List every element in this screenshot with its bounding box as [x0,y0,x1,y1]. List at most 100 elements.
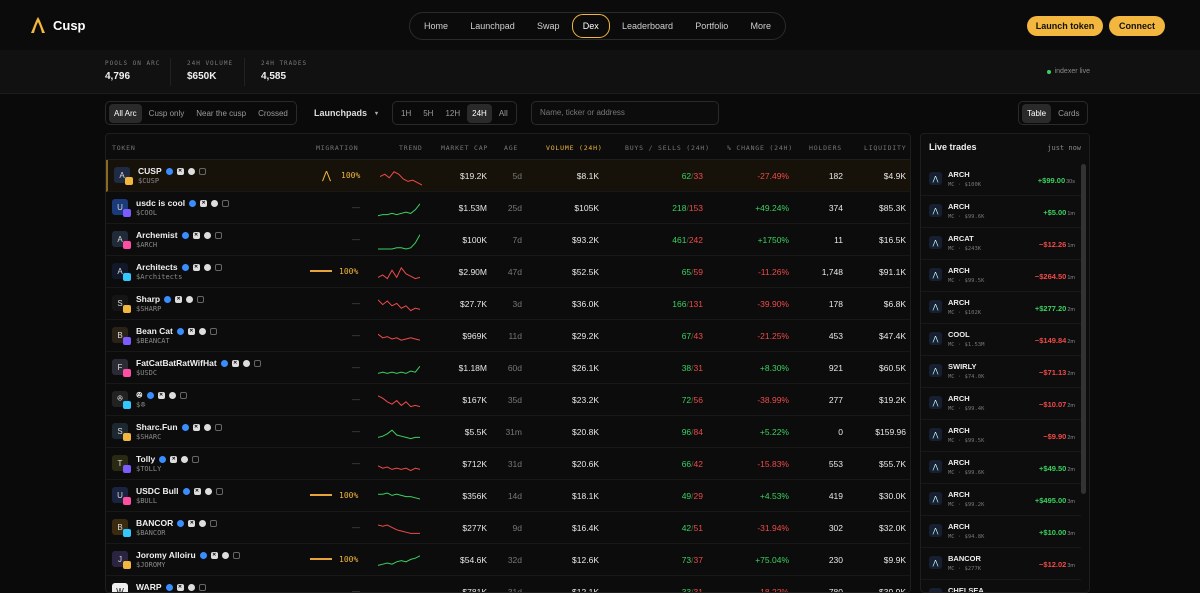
x-social-icon[interactable]: ✕ [176,167,184,175]
trade-row[interactable]: ⋀ ARCH MC · $99.5K −$264.501m [921,260,1081,292]
trade-row[interactable]: ⋀ BANCOR MC · $277K −$12.023m [921,548,1081,580]
period-12h[interactable]: 12H [445,108,461,118]
telegram-icon[interactable] [198,327,206,335]
x-social-icon[interactable]: ✕ [175,295,183,303]
logo[interactable]: Cusp [30,16,86,34]
x-social-icon[interactable]: ✕ [170,455,178,463]
copy-link-icon[interactable] [215,487,223,495]
launch-token-button[interactable]: Launch token [1027,16,1103,36]
nav-home[interactable]: Home [424,21,449,31]
search-input[interactable]: Name, ticker or address [531,101,719,125]
trade-row[interactable]: ⋀ ARCH MC · $99.2K +$495.003m [921,484,1081,516]
copy-link-icon[interactable] [192,455,200,463]
telegram-icon[interactable] [187,167,195,175]
volume-24h: $8.1K [576,171,599,181]
x-social-icon[interactable]: ✕ [231,359,239,367]
scope-cusp-only[interactable]: Cusp only [148,108,185,118]
nav-swap[interactable]: Swap [537,21,560,31]
telegram-icon[interactable] [203,231,211,239]
x-social-icon[interactable]: ✕ [157,392,165,399]
trade-row[interactable]: ⋀ ARCH MC · $100K +$99.0030s [921,164,1081,196]
table-row[interactable]: B Bean Cat ✕ $BEANCAT — $969K 11d $29.2K 67/43 -2… [106,320,910,352]
trade-row[interactable]: ⋀ ARCH MC · $102K +$277.202m [921,292,1081,324]
period-5h[interactable]: 5H [423,108,434,118]
telegram-icon[interactable] [187,583,195,591]
period-all[interactable]: All [498,108,508,118]
copy-link-icon[interactable] [214,423,222,431]
launchpads-dropdown[interactable]: Launchpads ▾ [314,108,379,118]
table-row[interactable]: F FatCatBatRatWifHat ✕ $USDC — $1.18M 60d $26.1… [106,352,910,384]
buys-sells: 218/153 [672,203,703,213]
nav-portfolio[interactable]: Portfolio [695,21,729,31]
token-name: USDC Bull [136,486,179,496]
view-cards-tab[interactable]: Cards [1058,108,1080,118]
nav-dex[interactable]: Dex [571,14,610,38]
connect-button[interactable]: Connect [1109,16,1165,36]
trade-row[interactable]: ⋀ ARCAT MC · $243K −$12.261m [921,228,1081,260]
view-table-tab[interactable]: Table [1022,103,1052,123]
table-row[interactable]: B BANCOR ✕ $BANCOR — $277K 9d $16.4K 42/51 -31.94… [106,512,910,544]
table-row[interactable]: U USDC Bull ✕ $BULL 100% $356K 14d $18.1K 49/29 +… [106,480,910,512]
table-row[interactable]: J Joromy Alloiru ✕ $JOROMY 100% $54.6K 32d $12.… [106,544,910,576]
x-social-icon[interactable]: ✕ [193,487,201,495]
scope-all-arc[interactable]: All Arc [109,103,142,123]
copy-link-icon[interactable] [214,263,222,271]
telegram-icon[interactable] [168,392,176,399]
copy-link-icon[interactable] [214,231,222,239]
x-social-icon[interactable]: ✕ [176,583,184,591]
telegram-icon[interactable] [203,263,211,271]
separator: / [691,267,694,277]
table-row[interactable]: WWARP✕$WARP—$781K31d$12.1K33/31-18.22%78… [106,576,910,593]
x-social-icon[interactable]: ✕ [192,263,200,271]
table-row[interactable]: S Sharp ✕ $SHARP — $27.7K 3d $36.0K 166/131 -39.9… [106,288,910,320]
telegram-icon[interactable] [221,551,229,559]
x-social-icon[interactable]: ✕ [192,231,200,239]
period-1h[interactable]: 1H [401,108,412,118]
nav-launchpad[interactable]: Launchpad [470,21,515,31]
trade-row[interactable]: ⋀ ARCH MC · $99.5K −$9.902m [921,420,1081,452]
copy-link-icon[interactable] [232,551,240,559]
x-social-icon[interactable]: ✕ [192,423,200,431]
trade-row[interactable]: ⋀ CHELSEA [921,580,1081,592]
nav-leaderboard[interactable]: Leaderboard [621,21,674,31]
table-row[interactable]: A CUSP ✕ $CUSP ⋀ 100% $19.2K 5d $8.1K 62/33 -27.49… [106,160,910,192]
token-age: 3d [512,299,522,309]
x-social-icon[interactable]: ✕ [188,519,196,527]
copy-link-icon[interactable] [253,359,261,367]
trade-row[interactable]: ⋀ ARCH MC · $94.8K +$10.003m [921,516,1081,548]
table-row[interactable]: A Architects ✕ $Architects 100% $2.90M 47d $52.… [106,256,910,288]
x-social-icon[interactable]: ✕ [200,199,208,207]
telegram-icon[interactable] [204,487,212,495]
migration-empty: — [352,587,360,593]
nav-more[interactable]: More [750,21,771,31]
trade-row[interactable]: ⋀ ARCH MC · $99.6K +$49.502m [921,452,1081,484]
trade-row[interactable]: ⋀ ARCH MC · $99.6K +$5.001m [921,196,1081,228]
trade-row[interactable]: ⋀ SWIRLY MC · $74.0K −$71.132m [921,356,1081,388]
table-row[interactable]: T Tolly ✕ $TOLLY — $712K 31d $20.6K 66/42 -15.83%… [106,448,910,480]
table-row[interactable]: ꔮ ꔮ ✕ $ꔮ — $167K 35d $23.2K 72/56 -38.99% 277 $19.2… [106,384,910,416]
x-social-icon[interactable]: ✕ [210,551,218,559]
copy-link-icon[interactable] [210,519,218,527]
telegram-icon[interactable] [199,519,207,527]
copy-link-icon[interactable] [197,295,205,303]
period-24h[interactable]: 24H [467,103,492,123]
table-row[interactable]: S Sharc.Fun ✕ $SHARC — $5.5K 31m $20.8K 96/84 +5.… [106,416,910,448]
trade-row[interactable]: ⋀ ARCH MC · $99.4K −$10.072m [921,388,1081,420]
table-row[interactable]: A Archemist ✕ $ARCH — $100K 7d $93.2K 461/242 +17… [106,224,910,256]
scope-crossed[interactable]: Crossed [258,108,288,118]
telegram-icon[interactable] [186,295,194,303]
telegram-icon[interactable] [203,423,211,431]
copy-link-icon[interactable] [222,199,230,207]
x-social-icon[interactable]: ✕ [187,327,195,335]
scrollbar[interactable] [1081,164,1086,494]
copy-link-icon[interactable] [179,392,187,399]
telegram-icon[interactable] [211,199,219,207]
copy-link-icon[interactable] [198,167,206,175]
telegram-icon[interactable] [181,455,189,463]
trade-row[interactable]: ⋀ COOL MC · $1.53M −$149.842m [921,324,1081,356]
scope-near-the-cusp[interactable]: Near the cusp [196,108,247,118]
copy-link-icon[interactable] [209,327,217,335]
telegram-icon[interactable] [242,359,250,367]
copy-link-icon[interactable] [198,583,206,591]
